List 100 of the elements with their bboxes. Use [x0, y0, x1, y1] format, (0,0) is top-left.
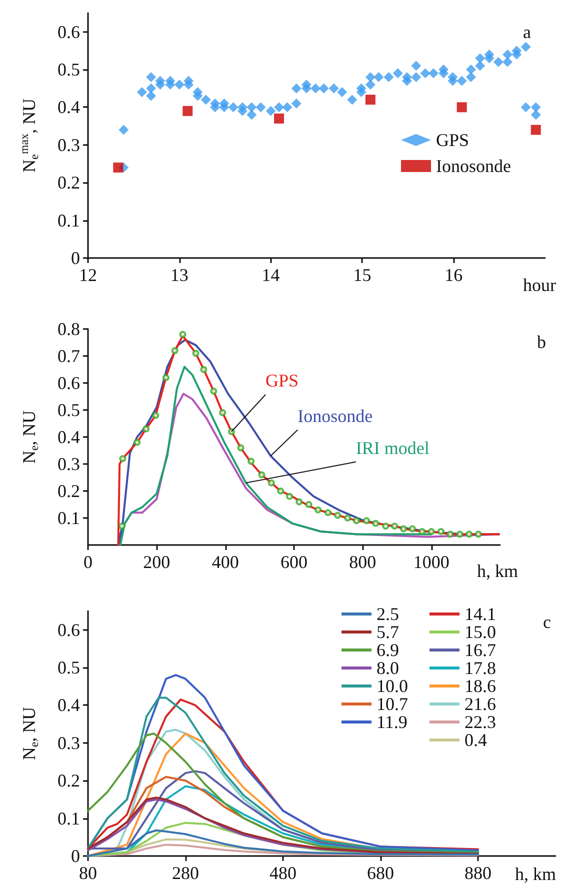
- y-tick-label: 0.7: [58, 346, 80, 366]
- point: [344, 514, 352, 522]
- point: [152, 412, 160, 419]
- point: [171, 347, 178, 354]
- point: [408, 525, 416, 532]
- x-tick-label: 15: [353, 265, 372, 285]
- y-tick-label: 0.5: [58, 400, 80, 420]
- point: [362, 517, 370, 524]
- legend-label: GPS: [436, 130, 470, 150]
- x-tick-label: 13: [170, 265, 188, 285]
- y-tick-label: 0.4: [58, 97, 80, 118]
- point: [418, 528, 426, 535]
- legend-label: Ionosonde: [436, 156, 512, 176]
- y-tick-label: 0.5: [58, 60, 80, 80]
- legend-label: 2.5: [376, 604, 399, 624]
- x-axis-title: hour: [523, 275, 556, 295]
- x-axis-title: h, km: [477, 561, 518, 581]
- y-axis-title: Ne, NU: [19, 706, 41, 760]
- point: [372, 520, 380, 527]
- x-tick-label: 600: [280, 552, 308, 572]
- point: [274, 114, 284, 124]
- point: [248, 458, 255, 465]
- point: [237, 444, 244, 452]
- x-tick-label: 400: [212, 552, 239, 572]
- x-axis-title: h, km: [515, 864, 556, 884]
- y-tick-label: 0.4: [58, 427, 80, 447]
- legend-label: 14.1: [464, 604, 496, 624]
- legend-label: 5.7: [376, 622, 399, 642]
- x-tick-label: 680: [367, 863, 394, 883]
- legend-label: 10.7: [376, 694, 408, 714]
- annotation: a: [523, 22, 532, 42]
- point: [134, 438, 141, 446]
- point: [179, 330, 186, 338]
- point: [446, 530, 454, 538]
- text: IRI model: [356, 438, 430, 458]
- point: [428, 528, 435, 535]
- point: [118, 522, 126, 530]
- y-tick-label: 0.8: [58, 319, 80, 339]
- y-tick-label: 0.2: [58, 172, 80, 193]
- point: [400, 525, 408, 532]
- point: [192, 350, 200, 357]
- legend-label: 6.9: [376, 640, 399, 660]
- point: [466, 530, 473, 538]
- x-tick-label: 280: [172, 863, 199, 883]
- point: [277, 488, 284, 494]
- y-tick-label: 0.6: [58, 22, 80, 42]
- x-tick-label: 80: [79, 863, 97, 883]
- point: [219, 409, 226, 416]
- point: [119, 455, 126, 462]
- legend-label: 0.4: [464, 730, 487, 750]
- point: [391, 522, 398, 530]
- legend-label: 11.9: [376, 712, 408, 732]
- point: [314, 506, 322, 514]
- legend-label: 16.7: [464, 640, 496, 660]
- y-tick-label: 0.3: [58, 454, 80, 474]
- point: [352, 517, 360, 524]
- point: [210, 388, 218, 395]
- point: [474, 530, 482, 538]
- x-tick-label: 800: [349, 552, 376, 572]
- point: [437, 528, 444, 535]
- point: [365, 94, 376, 105]
- line-series: [87, 829, 479, 857]
- point: [142, 425, 150, 432]
- point: [182, 106, 193, 116]
- y-tick-label: 0.3: [58, 732, 80, 753]
- y-axis-title: Ne, NU: [19, 410, 41, 464]
- x-tick-label: 1000: [413, 552, 450, 572]
- x-tick-label: 480: [270, 863, 296, 883]
- point: [456, 102, 467, 112]
- text: b: [537, 332, 546, 352]
- point: [530, 124, 541, 135]
- legend-label: 8.0: [376, 658, 399, 678]
- point: [456, 530, 464, 538]
- point: [200, 366, 208, 373]
- text: Ionosonde: [298, 406, 373, 426]
- y-tick-label: 0.1: [58, 808, 80, 828]
- point: [324, 509, 332, 516]
- y-tick-label: 0.4: [58, 695, 80, 716]
- x-tick-label: 12: [79, 265, 97, 285]
- annotation: c: [543, 612, 552, 632]
- y-tick-label: 0.3: [58, 134, 80, 155]
- point: [268, 479, 275, 486]
- x-tick-label: 200: [143, 552, 170, 572]
- legend-label: 15.0: [464, 622, 496, 642]
- x-tick-label: 14: [262, 265, 280, 285]
- y-tick-label: 0.5: [58, 658, 80, 678]
- y-tick-label: 0: [71, 846, 80, 866]
- y-tick-label: 0.2: [58, 770, 80, 791]
- point: [162, 374, 170, 382]
- y-tick-label: 0.1: [58, 210, 80, 230]
- legend-label: 10.0: [376, 676, 408, 696]
- x-tick-label: 16: [444, 265, 463, 285]
- point: [286, 492, 294, 500]
- point: [113, 162, 124, 173]
- legend-label: 22.3: [464, 712, 496, 732]
- legend-label: 17.8: [464, 658, 496, 678]
- y-tick-label: 0.6: [58, 373, 80, 393]
- y-tick-label: 0: [71, 248, 80, 268]
- y-tick-label: 0.1: [58, 508, 80, 528]
- point: [382, 522, 390, 530]
